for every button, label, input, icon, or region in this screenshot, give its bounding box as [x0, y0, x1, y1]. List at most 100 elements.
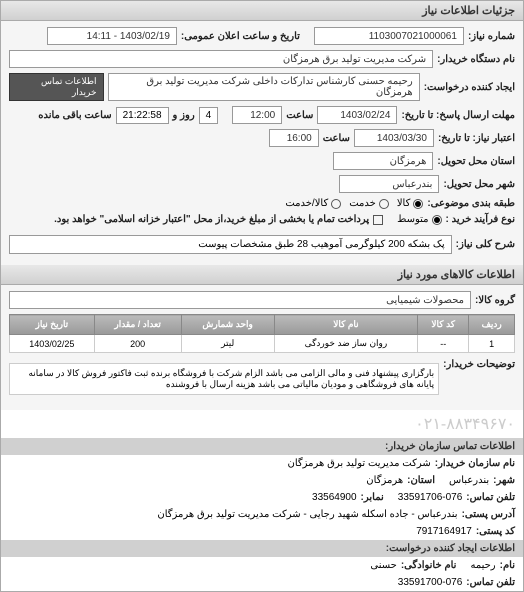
contact-fax-value: 33564900: [312, 492, 357, 503]
request-number-label: شماره نیاز:: [468, 31, 515, 42]
radio-icon: [413, 199, 423, 209]
group-type-radios: کالا خدمت کالا/خدمت: [285, 198, 423, 209]
th-name: نام کالا: [274, 315, 417, 335]
city-value: بندرعباس: [339, 175, 439, 193]
contact-address-line: آدرس پستی: بندرعباس - جاده اسکله شهید رج…: [1, 506, 523, 523]
th-qty: تعداد / مقدار: [94, 315, 181, 335]
td-qty: 200: [94, 335, 181, 353]
page-title: جزئیات اطلاعات نیاز: [1, 1, 523, 21]
contact-phone-line: تلفن تماس: 33591706-076 نمابر: 33564900: [1, 489, 523, 506]
table-header-row: ردیف کد کالا نام کالا واحد شمارش تعداد /…: [10, 315, 515, 335]
creator-family-label: نام خانوادگی:: [401, 560, 457, 571]
validity-date-value: 1403/03/30: [354, 129, 434, 147]
buy-opt1-label: متوسط: [397, 214, 428, 225]
radio-icon: [432, 215, 442, 225]
td-date: 1403/02/25: [10, 335, 95, 353]
creator-name-line: نام: رحیمه نام خانوادگی: حسنی: [1, 557, 523, 574]
buy-process-label: نوع فرآیند خرید :: [446, 214, 515, 225]
deadline-time-value: 12:00: [232, 106, 282, 124]
creator-section-title: اطلاعات ایجاد کننده درخواست:: [1, 540, 523, 557]
contact-section-title: اطلاعات تماس سازمان خریدار:: [1, 438, 523, 455]
contact-postal-line: کد پستی: 7917164917: [1, 523, 523, 540]
validity-time-value: 16:00: [269, 129, 319, 147]
city-label: شهر محل تحویل:: [443, 179, 515, 190]
creator-name-value: رحیمه: [470, 560, 495, 571]
validity-time-label: ساعت: [323, 133, 350, 144]
description-text: پک بشکه 200 کیلوگرمی آموهیب 28 طبق مشخصا…: [9, 235, 452, 254]
td-row: 1: [469, 335, 515, 353]
contact-phone-value: 33591706-076: [398, 492, 463, 503]
contact-org-label: نام سازمان خریدار:: [435, 458, 515, 469]
creator-family-value: حسنی: [370, 560, 396, 571]
province-value: هرمزگان: [333, 152, 433, 170]
province-label: استان محل تحویل:: [437, 156, 515, 167]
group-type-label: طبقه بندی موضوعی:: [427, 198, 515, 209]
buyer-contact-button[interactable]: اطلاعات تماس خریدار: [9, 73, 104, 101]
creator-phone-label: تلفن تماس:: [466, 577, 515, 588]
buyer-org-label: نام دستگاه خریدار:: [437, 54, 515, 65]
radio-icon: [379, 199, 389, 209]
th-row: ردیف: [469, 315, 515, 335]
contact-postal-label: کد پستی:: [476, 526, 515, 537]
group-radio-goods[interactable]: کالا: [397, 198, 424, 209]
td-unit: لیتر: [181, 335, 274, 353]
creator-value: رحیمه حسنی کارشناس تدارکات داخلی شرکت مد…: [108, 73, 420, 101]
main-container: جزئیات اطلاعات نیاز شماره نیاز: 11030070…: [0, 0, 524, 592]
remaining-days: 4: [199, 107, 219, 124]
remaining-suffix: ساعت باقی مانده: [38, 110, 111, 121]
announce-date-value: 1403/02/19 - 14:11: [47, 27, 177, 45]
deadline-time-label: ساعت: [286, 110, 313, 121]
remaining-days-label: روز و: [173, 110, 195, 121]
group-opt2-label: خدمت: [349, 198, 376, 209]
goods-section-title: اطلاعات کالاهای مورد نیاز: [1, 265, 523, 285]
request-number-value: 1103007021000061: [314, 27, 464, 45]
creator-name-label: نام:: [500, 560, 515, 571]
table-row: 1 -- روان ساز ضد خوردگی لیتر 200 1403/02…: [10, 335, 515, 353]
creator-label: ایجاد کننده درخواست:: [424, 82, 515, 93]
group-radio-service[interactable]: خدمت: [349, 198, 389, 209]
contact-province-label: استان:: [407, 475, 435, 486]
details-section: شماره نیاز: 1103007021000061 تاریخ و ساع…: [1, 21, 523, 265]
buyer-org-value: شرکت مدیریت تولید برق هرمزگان: [9, 50, 433, 68]
contact-org-value: شرکت مدیریت تولید برق هرمزگان: [288, 458, 431, 469]
th-code: کد کالا: [418, 315, 469, 335]
watermark-phone: ۰۲۱-۸۸۳۴۹۶۷۰: [1, 410, 523, 438]
contact-city-value: بندرعباس: [449, 475, 489, 486]
td-name: روان ساز ضد خوردگی: [274, 335, 417, 353]
creator-phone-line: تلفن تماس: 33591700-076: [1, 574, 523, 591]
goods-section-body: گروه کالا: محصولات شیمیایی ردیف کد کالا …: [1, 285, 523, 410]
announce-date-label: تاریخ و ساعت اعلان عمومی:: [181, 31, 300, 42]
contact-org-line: نام سازمان خریدار: شرکت مدیریت تولید برق…: [1, 455, 523, 472]
validity-label: اعتبار نیاز: تا تاریخ:: [438, 133, 515, 144]
contact-phone-label: تلفن تماس:: [466, 492, 515, 503]
buy-radio-medium[interactable]: متوسط: [397, 214, 441, 225]
contact-postal-value: 7917164917: [416, 526, 472, 537]
group-radio-both[interactable]: کالا/خدمت: [285, 198, 341, 209]
buy-process-radios: متوسط: [397, 214, 441, 225]
creator-phone-value: 33591700-076: [398, 577, 463, 588]
contact-address-label: آدرس پستی:: [462, 509, 515, 520]
treasury-checkbox[interactable]: [373, 215, 383, 225]
contact-address-value: بندرعباس - جاده اسکله شهید رجایی - شرکت …: [157, 509, 457, 520]
contact-city-label: شهر:: [493, 475, 515, 486]
td-code: --: [418, 335, 469, 353]
goods-group-label: گروه کالا:: [475, 295, 515, 306]
radio-icon: [331, 199, 341, 209]
deadline-label: مهلت ارسال پاسخ: تا تاریخ:: [401, 110, 515, 121]
group-opt3-label: کالا/خدمت: [285, 198, 328, 209]
remaining-time: 21:22:58: [116, 107, 169, 124]
contact-fax-label: نمابر:: [361, 492, 384, 503]
buy-process-note: پرداخت تمام یا بخشی از مبلغ خرید،از محل …: [54, 214, 369, 225]
goods-table: ردیف کد کالا نام کالا واحد شمارش تعداد /…: [9, 314, 515, 353]
contact-city-line: شهر: بندرعباس استان: هرمزگان: [1, 472, 523, 489]
buyer-desc-label: توضیحات خریدار:: [443, 359, 515, 370]
deadline-date-value: 1403/02/24: [317, 106, 397, 124]
description-label: شرح کلی نیاز:: [456, 239, 515, 250]
countdown: 4 روز و 21:22:58 ساعت باقی مانده: [38, 107, 218, 124]
group-opt1-label: کالا: [397, 198, 411, 209]
th-date: تاریخ نیاز: [10, 315, 95, 335]
buyer-desc-text: بارگزاری پیشنهاد فنی و مالی الزامی می با…: [9, 363, 439, 395]
contact-province-value: هرمزگان: [366, 475, 403, 486]
th-unit: واحد شمارش: [181, 315, 274, 335]
goods-group-value: محصولات شیمیایی: [9, 291, 471, 309]
